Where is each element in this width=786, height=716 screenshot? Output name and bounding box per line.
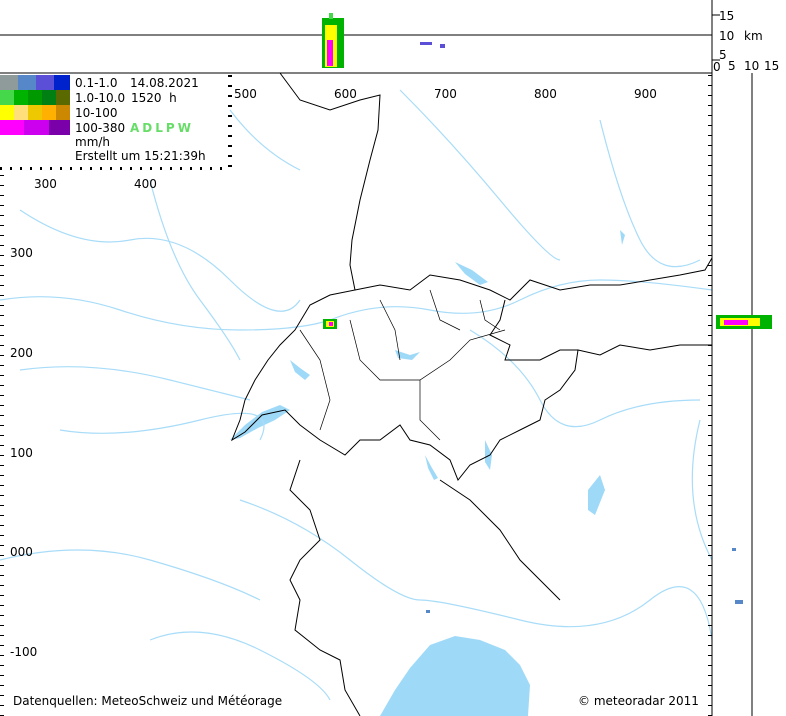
radar-echo xyxy=(323,319,430,613)
side-tick: 0 xyxy=(713,60,721,74)
y-tick: 000 xyxy=(10,545,33,559)
legend-date: 14.08.2021 xyxy=(130,76,199,90)
legend-range: 0.1-1.0 xyxy=(75,76,118,90)
frames xyxy=(0,0,753,716)
side-profile-echo xyxy=(716,315,772,604)
height-tick: 15 xyxy=(719,9,734,23)
top-profile-echo xyxy=(322,13,445,68)
x-tick: 500 xyxy=(234,87,257,101)
legend-time: 1520 h xyxy=(131,91,177,105)
copyright: © meteoradar 2011 xyxy=(578,694,699,708)
lakes xyxy=(230,230,625,515)
height-tick: 10 xyxy=(719,29,734,43)
data-source: Datenquellen: MeteoSchweiz und Météorage xyxy=(13,694,283,708)
legend: 0.1-1.0 14.08.2021 1.0-10.0 1520 h 10-10… xyxy=(0,75,228,167)
rivers xyxy=(0,89,713,701)
height-unit: km xyxy=(744,29,763,43)
legend-range: 1.0-10.0 xyxy=(75,91,126,105)
legend-range: 10-100 xyxy=(75,106,118,120)
legend-range: 100-380 xyxy=(75,121,126,135)
legend-created: Erstellt um 15:21:39h xyxy=(75,149,206,163)
height-tick: 5 xyxy=(719,48,727,62)
x-tick: 400 xyxy=(134,177,157,191)
y-tick: 100 xyxy=(10,446,33,460)
y-tick: -100 xyxy=(10,645,37,659)
side-tick: 10 xyxy=(744,59,759,73)
legend-unit: mm/h xyxy=(75,135,111,149)
map-ticks xyxy=(0,75,712,716)
x-tick: 800 xyxy=(534,87,557,101)
y-tick: 300 xyxy=(10,246,33,260)
sea xyxy=(380,636,530,716)
legend-stations: ADLPW xyxy=(130,121,194,135)
x-tick: 700 xyxy=(434,87,457,101)
borders xyxy=(230,72,713,716)
x-tick: 600 xyxy=(334,87,357,101)
y-tick: 200 xyxy=(10,346,33,360)
x-tick: 900 xyxy=(634,87,657,101)
side-tick: 15 xyxy=(764,59,779,73)
x-tick: 300 xyxy=(34,177,57,191)
side-tick: 5 xyxy=(728,59,736,73)
canton-borders xyxy=(299,289,506,441)
axis-labels: 500 600 700 800 900 300 400 300 200 100 … xyxy=(10,9,779,659)
